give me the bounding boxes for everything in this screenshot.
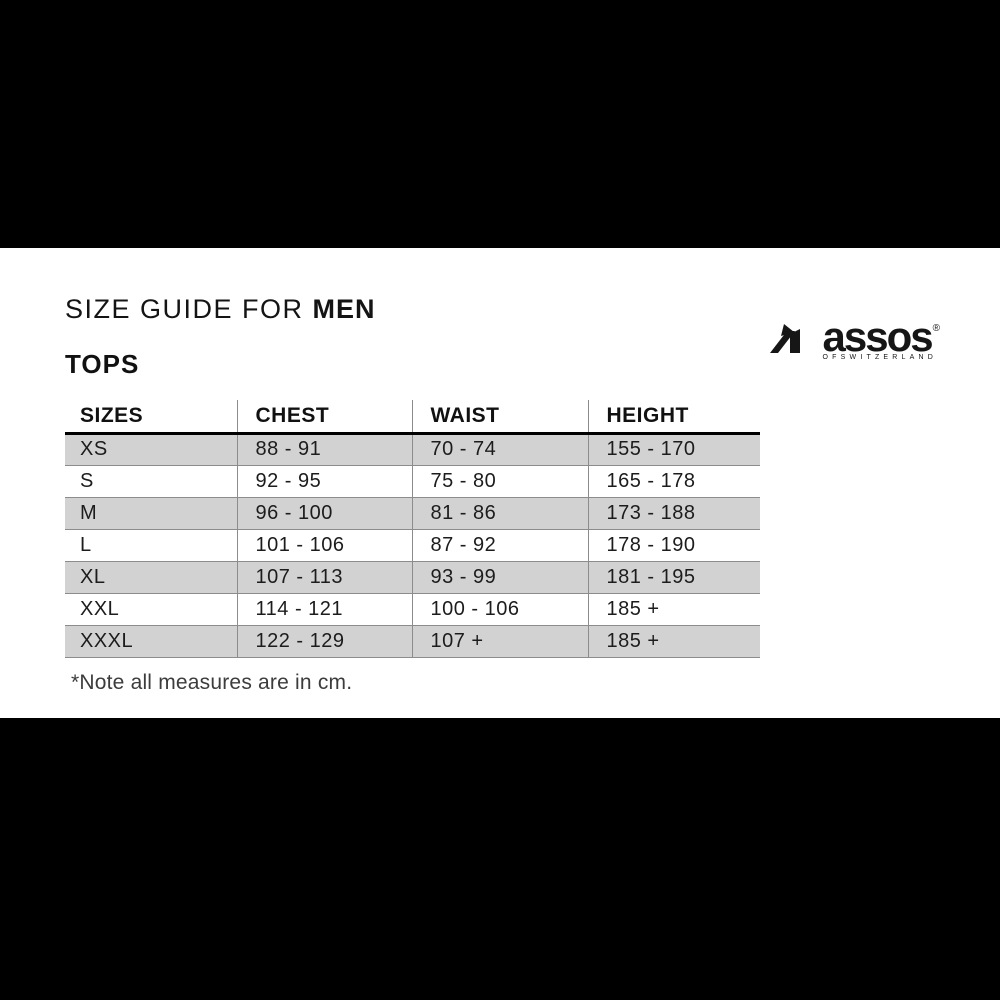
registered-trademark-symbol: ®: [932, 323, 940, 334]
cell-waist: 93 - 99: [411, 560, 588, 594]
table-row: XS 88 - 91 70 - 74 155 - 170: [65, 432, 760, 466]
cell-height: 155 - 170: [587, 432, 760, 466]
table-row: XXXL 122 - 129 107 +185 +: [65, 624, 760, 658]
cell-waist: 87 - 92: [411, 529, 588, 561]
cell-waist: 100 - 106: [411, 593, 588, 625]
cell-chest: 101 - 106: [236, 529, 412, 561]
cell-waist: 70 - 74: [411, 432, 588, 466]
table-row: XXL 114 - 121 100 - 106 185 +: [65, 593, 760, 625]
cell-sizes: XXL: [80, 597, 120, 620]
page-subtitle: TOPS: [65, 349, 140, 379]
size-table: SIZES CHEST WAIST HEIGHT XS 88 - 91 70 - 7…: [65, 400, 760, 658]
page-title: SIZE GUIDE FOR MEN: [65, 294, 1000, 325]
cell-sizes: L: [80, 533, 92, 556]
cell-sizes: XXXL: [65, 624, 237, 658]
size-table-body: XS 88 - 91 70 - 74 155 - 170 S 92 - 95 75 - 80…: [65, 432, 760, 658]
column-header-height: HEIGHT: [587, 400, 760, 435]
title-emphasis: MEN: [312, 294, 376, 324]
table-row: L 101 - 106 87 - 92 178 - 190: [65, 529, 760, 561]
bottom-letterbox-bar: [0, 718, 1000, 1000]
header-row: SIZES CHEST WAIST HEIGHT: [65, 400, 760, 435]
table-row: XL 107 - 113 93 - 99 181 - 195: [65, 560, 760, 594]
column-header-waist: WAIST: [411, 400, 588, 435]
cell-sizes: S: [80, 469, 94, 492]
cell-chest: 92 - 95: [236, 465, 412, 497]
cell-height: 181 - 195: [587, 560, 760, 594]
table-row: S 92 - 95 75 - 80 165 - 178: [65, 465, 760, 497]
title-prefix: SIZE GUIDE FOR: [65, 294, 304, 324]
assos-logo-text: assos ® OFSWITZERLAND: [822, 313, 940, 362]
top-letterbox-bar: [0, 0, 1000, 248]
cell-sizes: XL: [65, 560, 237, 594]
brand-wordmark: assos: [822, 313, 934, 360]
cell-height: 173 - 188: [587, 496, 760, 530]
footnote-text: *Note all measures are in cm.: [71, 670, 353, 694]
cell-waist: 81 - 86: [411, 496, 588, 530]
cell-height: 165 - 178: [587, 465, 760, 497]
cell-sizes: XS: [65, 432, 237, 466]
cell-waist: 75 - 80: [411, 465, 588, 497]
cell-waist: 107 +: [411, 624, 588, 658]
size-table-header: SIZES CHEST WAIST HEIGHT: [65, 400, 760, 435]
brand-tagline: OFSWITZERLAND: [822, 354, 938, 361]
cell-sizes: M: [65, 496, 237, 530]
cell-chest: 88 - 91: [236, 432, 412, 466]
cell-height: 185 +: [587, 624, 760, 658]
assos-logo: assos ® OFSWITZERLAND: [769, 313, 940, 362]
cell-height: 185 +: [587, 593, 760, 625]
size-guide-panel: SIZE GUIDE FOR MEN assos ® OFSWITZERLAND…: [0, 248, 1000, 718]
column-header-chest: CHEST: [236, 400, 412, 435]
cell-chest: 114 - 121: [236, 593, 412, 625]
cell-chest: 107 - 113: [236, 560, 412, 594]
column-header-sizes: SIZES: [65, 400, 237, 435]
cell-chest: 122 - 129: [236, 624, 412, 658]
table-row: M 96 - 100 81 - 86 173 - 188: [65, 496, 760, 530]
cell-chest: 96 - 100: [236, 496, 412, 530]
assos-mark-icon: [769, 324, 816, 354]
cell-height: 178 - 190: [587, 529, 760, 561]
